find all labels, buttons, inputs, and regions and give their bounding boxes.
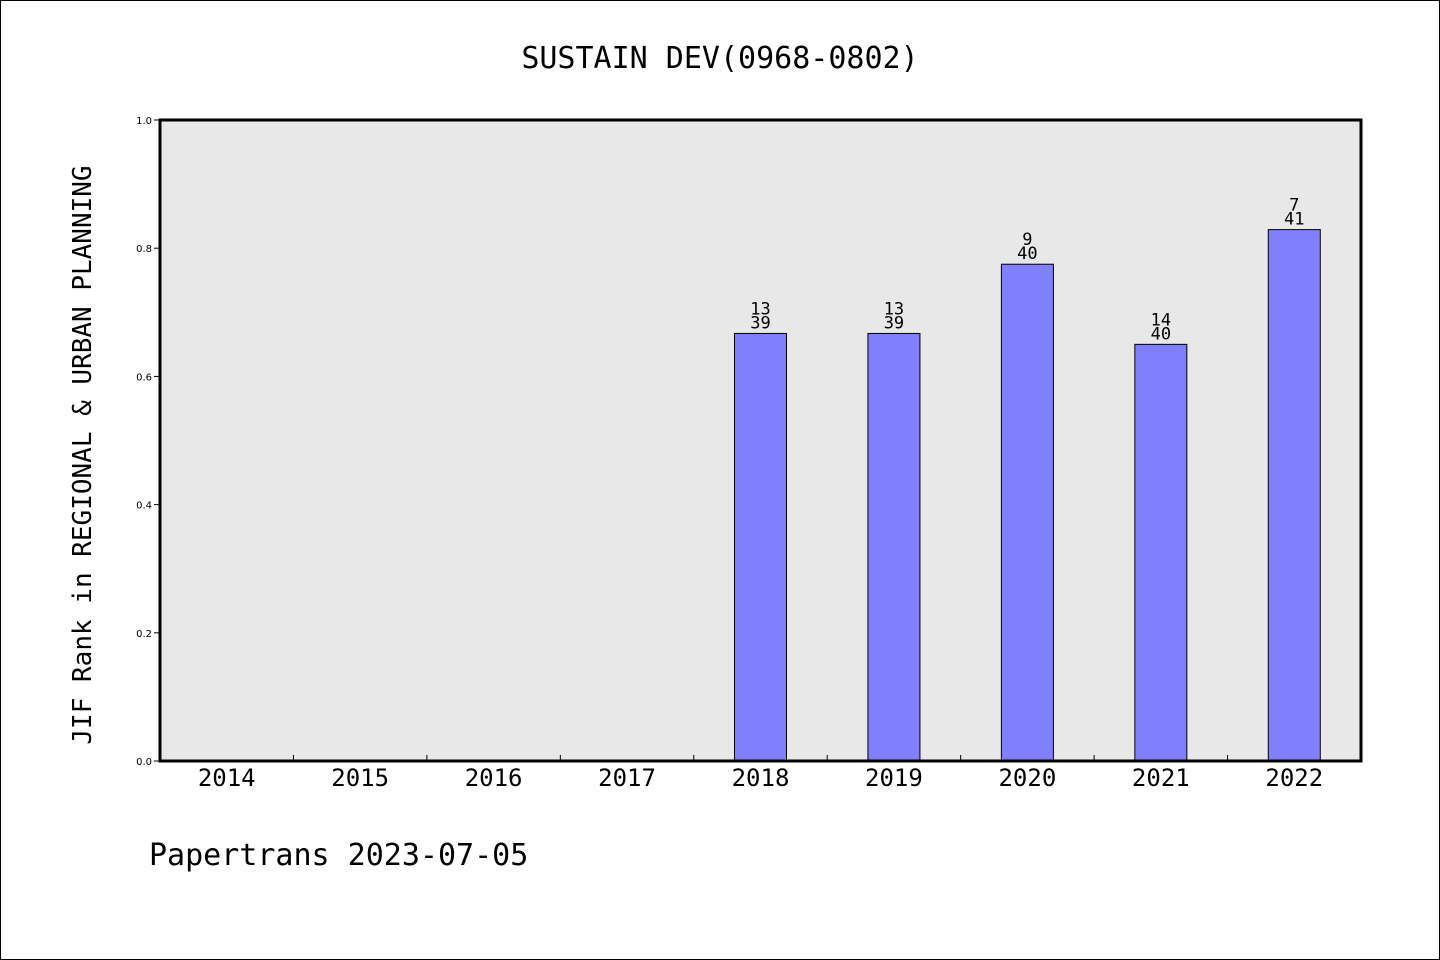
bars-group	[734, 229, 1321, 762]
plot-border	[158, 118, 1363, 763]
chart-title: SUSTAIN DEV(0968-0802)	[521, 41, 918, 76]
bar-total-label: 40	[1017, 244, 1037, 264]
bar-2020	[1000, 263, 1054, 762]
bar-rank-label: 13	[884, 299, 904, 319]
bar-2019	[867, 332, 921, 762]
bar-total-label: 40	[1151, 324, 1171, 344]
bar-2022	[1267, 229, 1321, 762]
y-tick-label: 0.6	[136, 372, 152, 383]
y-tick-label: 0.4	[136, 501, 152, 512]
bar-rank-label: 7	[1289, 196, 1299, 216]
y-tick-label: 0.0	[136, 757, 152, 768]
x-tick-label: 2014	[198, 764, 256, 792]
x-tick-label: 2022	[1265, 764, 1323, 792]
bar-2018	[734, 332, 787, 762]
y-tick-label: 0.8	[136, 244, 152, 255]
bar-rank-label: 9	[1022, 230, 1032, 250]
bar-total-label: 41	[1284, 210, 1304, 230]
y-tick-label: 1.0	[136, 116, 152, 127]
x-tick-label: 2021	[1132, 764, 1190, 792]
bar-total-label: 39	[750, 313, 770, 333]
x-tick-label: 2020	[998, 764, 1056, 792]
x-tick-label: 2018	[732, 764, 790, 792]
y-axis-ticks: 0.0 0.2 0.4 0.6 0.8 1.0	[136, 116, 160, 768]
bar-total-label: 39	[884, 313, 904, 333]
footer-credit: Papertrans 2023-07-05	[149, 838, 528, 873]
bar-2021	[1134, 343, 1188, 762]
bar-rank-label: 14	[1151, 310, 1171, 330]
x-tick-label: 2015	[331, 764, 389, 792]
x-tick-label: 2016	[465, 764, 523, 792]
y-tick-label: 0.2	[136, 629, 152, 640]
y-axis-label: JIF Rank in REGIONAL & URBAN PLANNING	[68, 165, 98, 744]
x-axis-ticks: 2014 2015 2016 2017 2018 2019 2020 2021 2022	[198, 755, 1323, 792]
x-tick-label: 2019	[865, 764, 923, 792]
bar-rank-label: 13	[750, 299, 770, 319]
x-tick-label: 2017	[598, 764, 656, 792]
